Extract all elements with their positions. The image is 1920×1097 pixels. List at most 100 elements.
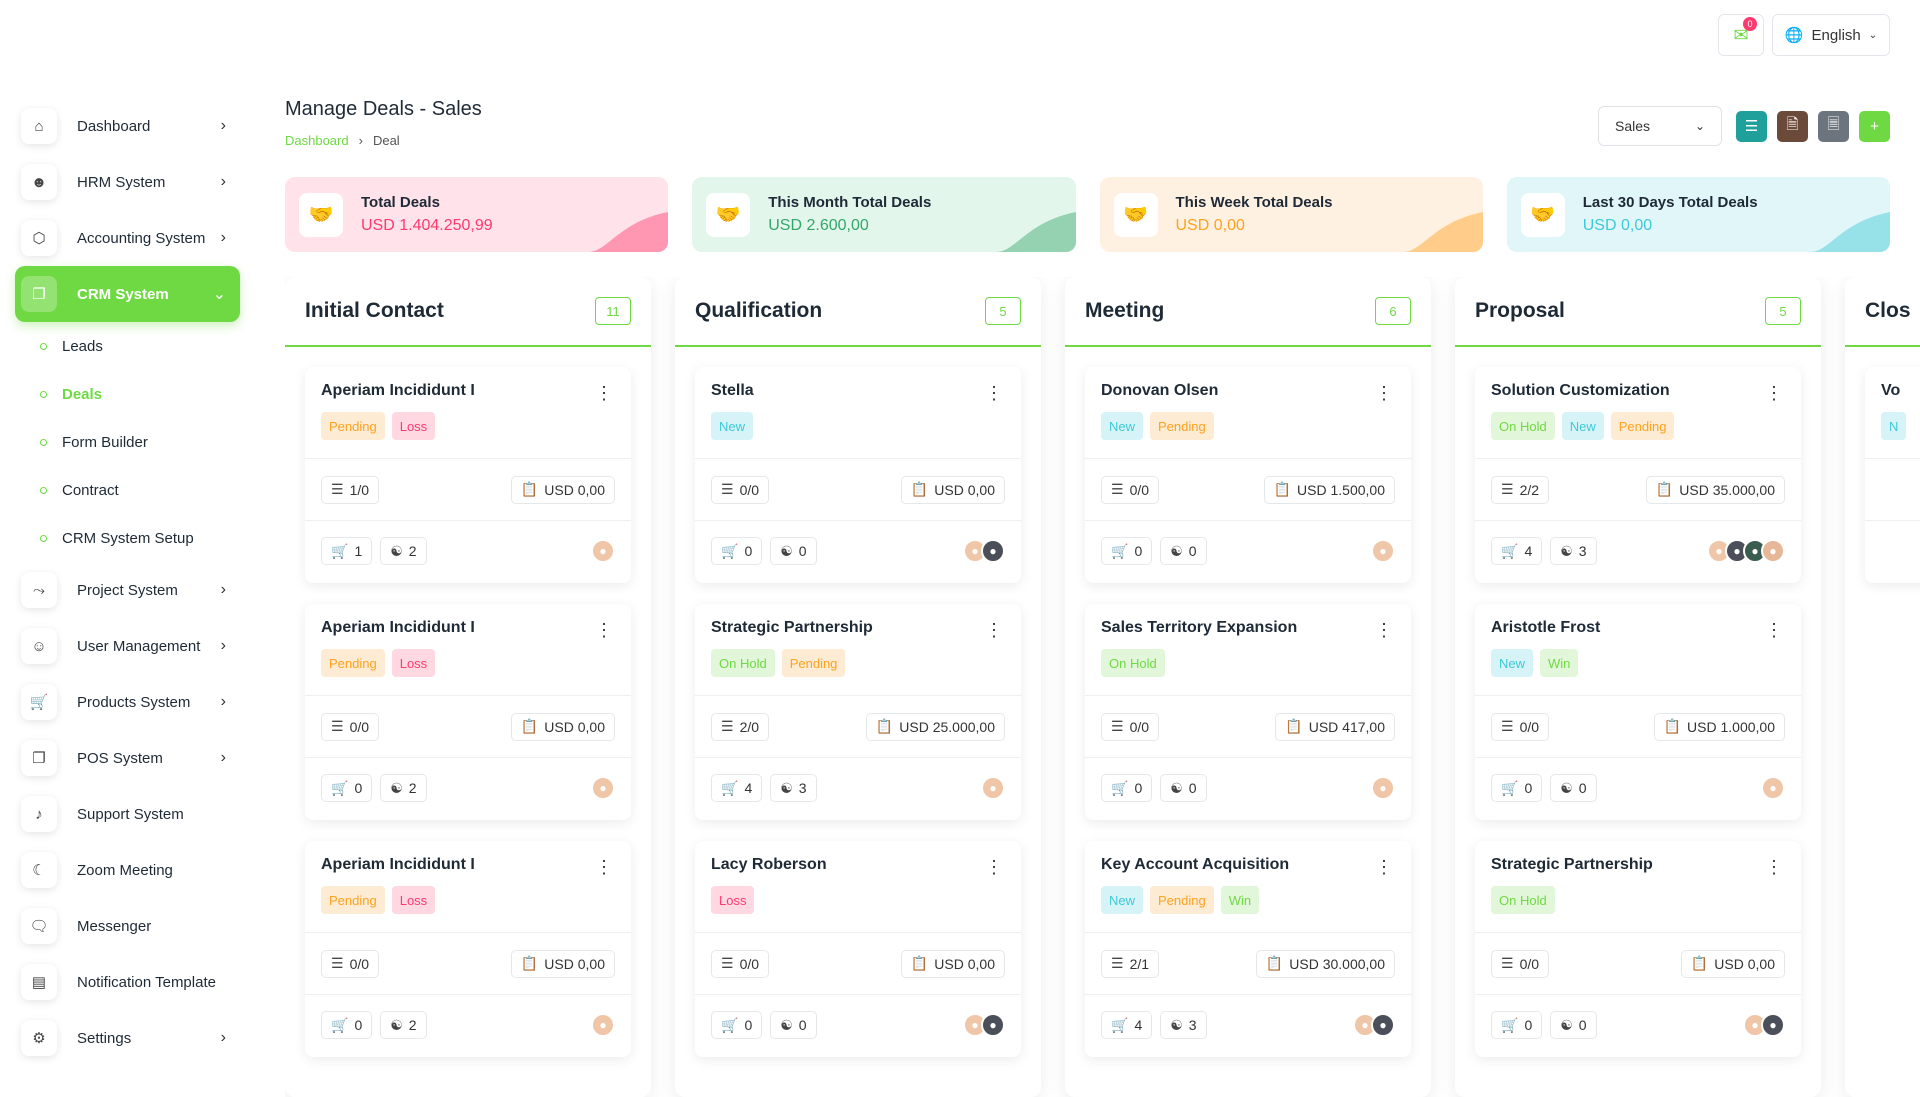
more-options-icon[interactable]: ⋮ bbox=[1375, 620, 1393, 641]
sidebar-item-accounting-system[interactable]: ⬡ Accounting System › bbox=[15, 210, 240, 266]
sources-count: 3 bbox=[799, 780, 807, 796]
sources-pill: ☯ 3 bbox=[1550, 537, 1596, 565]
deal-card[interactable]: Vo ⋮ N bbox=[1865, 367, 1920, 583]
more-options-icon[interactable]: ⋮ bbox=[595, 383, 613, 404]
pipeline-select[interactable]: Sales ⌄ bbox=[1598, 106, 1722, 146]
avatar[interactable]: ● bbox=[1761, 539, 1785, 563]
sidebar-item-label: CRM System bbox=[77, 286, 169, 303]
more-options-icon[interactable]: ⋮ bbox=[1765, 857, 1783, 878]
sidebar-item-support-system[interactable]: ♪ Support System bbox=[15, 786, 240, 842]
language-selector[interactable]: 🌐 English ⌄ bbox=[1772, 14, 1890, 56]
sidebar-item-hrm-system[interactable]: ☻ HRM System › bbox=[15, 154, 240, 210]
deal-card[interactable]: Donovan Olsen ⋮ New Pending ☰ 0/0 📋 USD 1.5… bbox=[1085, 367, 1411, 583]
price-pill: 📋 USD 35.000,00 bbox=[1646, 476, 1785, 504]
deal-title: Key Account Acquisition bbox=[1101, 856, 1395, 874]
more-options-icon[interactable]: ⋮ bbox=[1765, 620, 1783, 641]
avatar[interactable]: ● bbox=[1761, 1013, 1785, 1037]
clipboard-icon: 📋 bbox=[1266, 955, 1283, 972]
deal-card[interactable]: Sales Territory Expansion ⋮ On Hold ☰ 0/0… bbox=[1085, 604, 1411, 820]
sidebar-item-products-system[interactable]: 🛒 Products System › bbox=[15, 674, 240, 730]
chevron-right-icon: › bbox=[359, 133, 363, 148]
deal-card[interactable]: Aristotle Frost ⋮ New Win ☰ 0/0 📋 USD 1.000… bbox=[1475, 604, 1801, 820]
user-icon: ☻ bbox=[21, 164, 57, 200]
avatar[interactable]: ● bbox=[981, 776, 1005, 800]
avatar[interactable]: ● bbox=[1371, 1013, 1395, 1037]
deal-card[interactable]: Stella ⋮ New ☰ 0/0 📋 USD 0,00 🛒 0 ☯ 0 ● ● bbox=[695, 367, 1021, 583]
submenu-item-contract[interactable]: Contract bbox=[0, 466, 255, 514]
sidebar-item-messenger[interactable]: 🗨 Messenger bbox=[15, 898, 240, 954]
cart-icon: 🛒 bbox=[1111, 543, 1128, 560]
breadcrumb-dashboard-link[interactable]: Dashboard bbox=[285, 133, 349, 148]
deal-card[interactable]: Aperiam Incididunt I ⋮ Pending Loss ☰ 1/0 … bbox=[305, 367, 631, 583]
avatar[interactable]: ● bbox=[591, 539, 615, 563]
products-pill: 🛒 4 bbox=[711, 774, 762, 802]
sidebar-item-pos-system[interactable]: ❐ POS System › bbox=[15, 730, 240, 786]
clipboard-icon: 📋 bbox=[1664, 718, 1681, 735]
chevron-down-icon: ⌄ bbox=[1869, 30, 1877, 41]
clipboard-icon: 📋 bbox=[1285, 718, 1302, 735]
stat-value: USD 0,00 bbox=[1583, 217, 1758, 235]
avatar[interactable]: ● bbox=[981, 539, 1005, 563]
deal-card[interactable]: Strategic Partnership ⋮ On Hold Pending ☰… bbox=[695, 604, 1021, 820]
avatar[interactable]: ● bbox=[591, 1013, 615, 1037]
submenu-item-deals[interactable]: Deals bbox=[0, 370, 255, 418]
import-button[interactable]: 🗎 bbox=[1777, 111, 1808, 142]
more-options-icon[interactable]: ⋮ bbox=[1765, 383, 1783, 404]
chevron-right-icon: › bbox=[221, 749, 226, 767]
deal-title: Lacy Roberson bbox=[711, 856, 1005, 874]
more-options-icon[interactable]: ⋮ bbox=[595, 857, 613, 878]
column-count: 5 bbox=[1765, 297, 1801, 325]
sidebar-item-label: Products System bbox=[77, 694, 190, 711]
sidebar-item-zoom-meeting[interactable]: ☾ Zoom Meeting bbox=[15, 842, 240, 898]
notification-button[interactable]: ✉ 0 bbox=[1718, 14, 1764, 56]
products-count: 4 bbox=[744, 780, 752, 796]
deal-tags: Pending Loss bbox=[321, 886, 615, 914]
export-button[interactable]: 🗏 bbox=[1818, 111, 1849, 142]
column-title: Meeting bbox=[1085, 299, 1164, 323]
sidebar-item-project-system[interactable]: ⤳ Project System › bbox=[15, 562, 240, 618]
submenu-item-crm-system-setup[interactable]: CRM System Setup bbox=[0, 514, 255, 562]
price-pill: 📋 USD 0,00 bbox=[511, 950, 615, 978]
sidebar-item-settings[interactable]: ⚙ Settings › bbox=[15, 1010, 240, 1066]
deal-card[interactable]: Lacy Roberson ⋮ Loss ☰ 0/0 📋 USD 0,00 🛒 0 ☯… bbox=[695, 841, 1021, 1057]
avatar[interactable]: ● bbox=[1371, 539, 1395, 563]
more-options-icon[interactable]: ⋮ bbox=[985, 857, 1003, 878]
person-icon: ● bbox=[971, 544, 978, 558]
status-badge: Pending bbox=[321, 886, 385, 914]
more-options-icon[interactable]: ⋮ bbox=[985, 620, 1003, 641]
deal-tags: New Win bbox=[1491, 649, 1785, 677]
sources-count: 0 bbox=[1189, 780, 1197, 796]
more-options-icon[interactable]: ⋮ bbox=[595, 620, 613, 641]
more-options-icon[interactable]: ⋮ bbox=[985, 383, 1003, 404]
list-view-button[interactable]: ☰ bbox=[1736, 111, 1767, 142]
sidebar-item-crm-system[interactable]: ❐ CRM System ⌄ bbox=[15, 266, 240, 322]
deal-card[interactable]: Solution Customization ⋮ On Hold New Pendi… bbox=[1475, 367, 1801, 583]
add-deal-button[interactable]: + bbox=[1859, 111, 1890, 142]
page-title: Manage Deals - Sales bbox=[285, 98, 482, 121]
deal-card[interactable]: Strategic Partnership ⋮ On Hold ☰ 0/0 📋 US… bbox=[1475, 841, 1801, 1057]
sidebar-item-dashboard[interactable]: ⌂ Dashboard › bbox=[15, 98, 240, 154]
deal-tags: On Hold Pending bbox=[711, 649, 1005, 677]
avatar[interactable]: ● bbox=[1371, 776, 1395, 800]
bullet-icon bbox=[40, 487, 47, 494]
sidebar-item-user-management[interactable]: ☺ User Management › bbox=[15, 618, 240, 674]
deal-card[interactable]: Aperiam Incididunt I ⋮ Pending Loss ☰ 0/0 … bbox=[305, 841, 631, 1057]
more-options-icon[interactable]: ⋮ bbox=[1375, 383, 1393, 404]
avatar[interactable]: ● bbox=[981, 1013, 1005, 1037]
cart-icon: 🛒 bbox=[721, 780, 738, 797]
products-pill: 🛒 0 bbox=[1491, 774, 1542, 802]
avatar[interactable]: ● bbox=[1761, 776, 1785, 800]
deal-card[interactable]: Aperiam Incididunt I ⋮ Pending Loss ☰ 0/0 … bbox=[305, 604, 631, 820]
deal-card[interactable]: Key Account Acquisition ⋮ New Pending Win … bbox=[1085, 841, 1411, 1057]
column-title: Initial Contact bbox=[305, 299, 444, 323]
sidebar-item-notification-template[interactable]: ▤ Notification Template bbox=[15, 954, 240, 1010]
deal-title: Stella bbox=[711, 382, 1005, 400]
submenu-item-form-builder[interactable]: Form Builder bbox=[0, 418, 255, 466]
avatar[interactable]: ● bbox=[591, 776, 615, 800]
stat-label: This Month Total Deals bbox=[768, 194, 931, 211]
submenu-item-leads[interactable]: Leads bbox=[0, 322, 255, 370]
column-header: Proposal 5 bbox=[1455, 277, 1821, 347]
more-options-icon[interactable]: ⋮ bbox=[1375, 857, 1393, 878]
column-header: Clos bbox=[1845, 277, 1920, 347]
products-count: 0 bbox=[1134, 543, 1142, 559]
